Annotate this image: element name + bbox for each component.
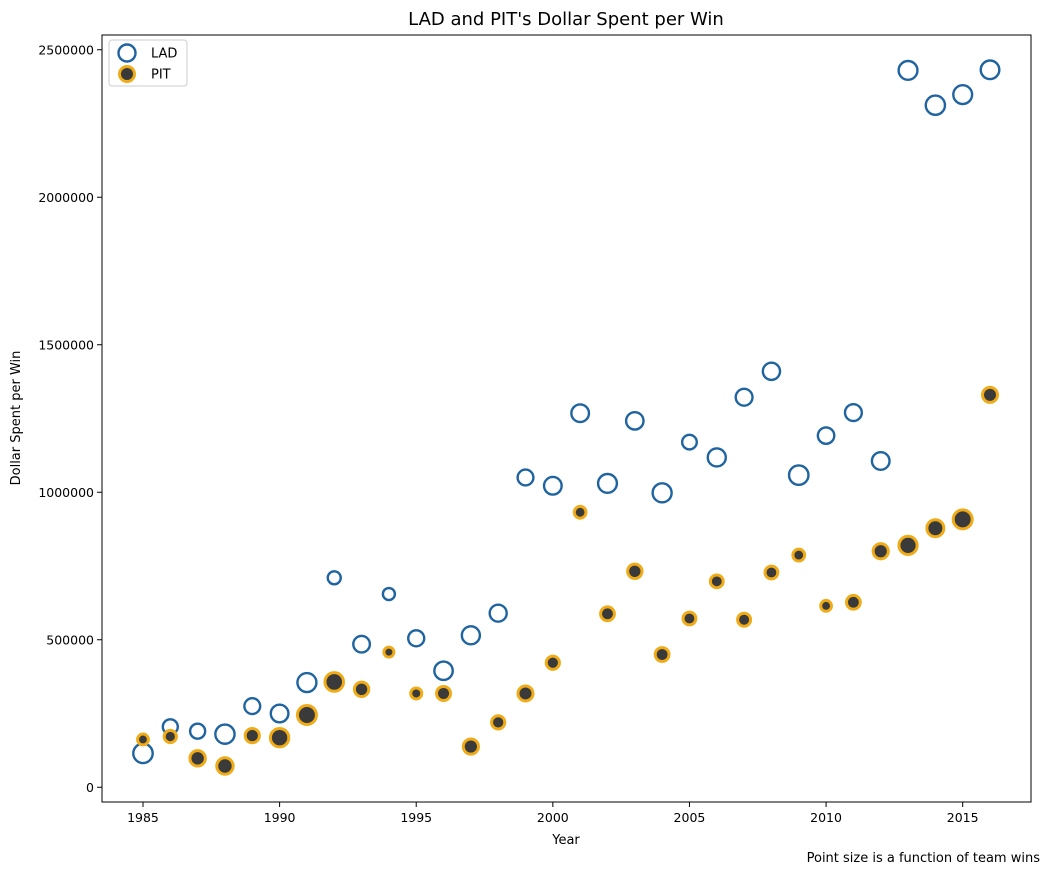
- lad-point: [706, 447, 727, 468]
- x-tick-label: 1985: [127, 810, 159, 825]
- legend-label-pit: PIT: [151, 68, 171, 83]
- pit-point: [897, 534, 919, 556]
- plot-area-frame: [101, 34, 1032, 803]
- series-lad: [132, 59, 1001, 765]
- pit-point: [215, 756, 235, 776]
- pit-point: [681, 610, 698, 627]
- pit-point: [268, 726, 291, 749]
- x-tick-label: 2000: [537, 810, 569, 825]
- pit-point: [352, 680, 371, 699]
- pit-point: [243, 727, 261, 745]
- pit-point: [188, 749, 207, 768]
- pit-point: [516, 684, 535, 703]
- lad-point: [326, 570, 342, 586]
- chart-title: LAD and PIT's Dollar Spent per Win: [408, 9, 724, 30]
- legend-label-lad: LAD: [151, 47, 177, 62]
- lad-point: [651, 482, 673, 504]
- pit-point: [763, 564, 780, 581]
- lad-point: [870, 450, 891, 471]
- pit-point: [162, 728, 178, 745]
- y-tick-label: 500000: [46, 632, 94, 647]
- y-tick-label: 2500000: [38, 42, 94, 57]
- lad-point: [680, 433, 698, 451]
- pit-point: [544, 654, 561, 671]
- pit-point: [819, 598, 833, 613]
- x-tick-label: 2005: [674, 810, 706, 825]
- lad-point: [570, 403, 591, 424]
- lad-point: [843, 403, 863, 423]
- pit-point: [925, 518, 946, 539]
- series-pit: [136, 385, 1000, 776]
- lad-point: [596, 472, 619, 494]
- pit-point: [572, 504, 588, 520]
- y-tick-label: 2000000: [38, 190, 94, 205]
- lad-point: [761, 361, 782, 382]
- x-axis: 1985 1990 1995 2000 2005 2010 2015: [127, 802, 979, 825]
- y-axis: 0 500000 1000000 1500000 2000000 2500000: [38, 42, 102, 795]
- pit-point: [791, 547, 807, 563]
- legend-marker-pit: [118, 65, 136, 83]
- lad-point: [488, 603, 508, 623]
- x-tick-label: 2015: [947, 810, 979, 825]
- y-tick-label: 1000000: [38, 485, 94, 500]
- pit-point: [653, 646, 671, 663]
- pit-point: [323, 671, 346, 693]
- y-axis-label: Dollar Spent per Win: [9, 351, 24, 486]
- lad-point: [542, 475, 563, 496]
- legend-marker-lad: [117, 43, 137, 63]
- lad-point: [214, 723, 236, 745]
- chart-caption: Point size is a function of team wins: [807, 851, 1041, 866]
- lad-point: [188, 722, 207, 740]
- y-tick-label: 1500000: [38, 337, 94, 352]
- pit-point: [435, 684, 453, 702]
- lad-point: [924, 94, 947, 117]
- pit-point: [599, 605, 616, 623]
- pit-point: [136, 732, 150, 747]
- pit-point: [626, 562, 644, 581]
- pit-point: [871, 542, 890, 561]
- lad-point: [381, 586, 397, 602]
- x-tick-label: 1995: [400, 810, 432, 825]
- lad-point: [734, 387, 754, 407]
- lad-point: [952, 83, 974, 106]
- lad-point: [433, 660, 454, 682]
- lad-point: [132, 742, 154, 765]
- pit-point: [951, 508, 974, 531]
- pit-point: [844, 593, 862, 611]
- pit-point: [490, 714, 507, 731]
- pit-point: [409, 686, 424, 701]
- lad-point: [897, 59, 919, 81]
- pit-point: [295, 703, 318, 726]
- lad-point: [516, 468, 535, 487]
- lad-point: [460, 625, 482, 646]
- pit-point: [736, 611, 753, 628]
- legend: LAD PIT: [108, 39, 188, 87]
- pit-point: [461, 737, 480, 756]
- lad-point: [296, 671, 318, 694]
- pit-point: [981, 385, 1000, 404]
- lad-point: [979, 59, 1001, 81]
- lad-point: [352, 634, 372, 654]
- y-tick-label: 0: [86, 780, 94, 795]
- lad-point: [816, 426, 836, 446]
- lad-point: [243, 697, 262, 716]
- lad-point: [624, 410, 645, 431]
- lad-point: [269, 703, 290, 724]
- x-tick-label: 2010: [810, 810, 842, 825]
- lad-point: [407, 629, 426, 648]
- x-axis-label: Year: [551, 833, 580, 848]
- lad-point: [787, 464, 810, 487]
- x-tick-label: 1990: [264, 810, 296, 825]
- pit-point: [708, 573, 725, 590]
- pit-point: [382, 645, 396, 659]
